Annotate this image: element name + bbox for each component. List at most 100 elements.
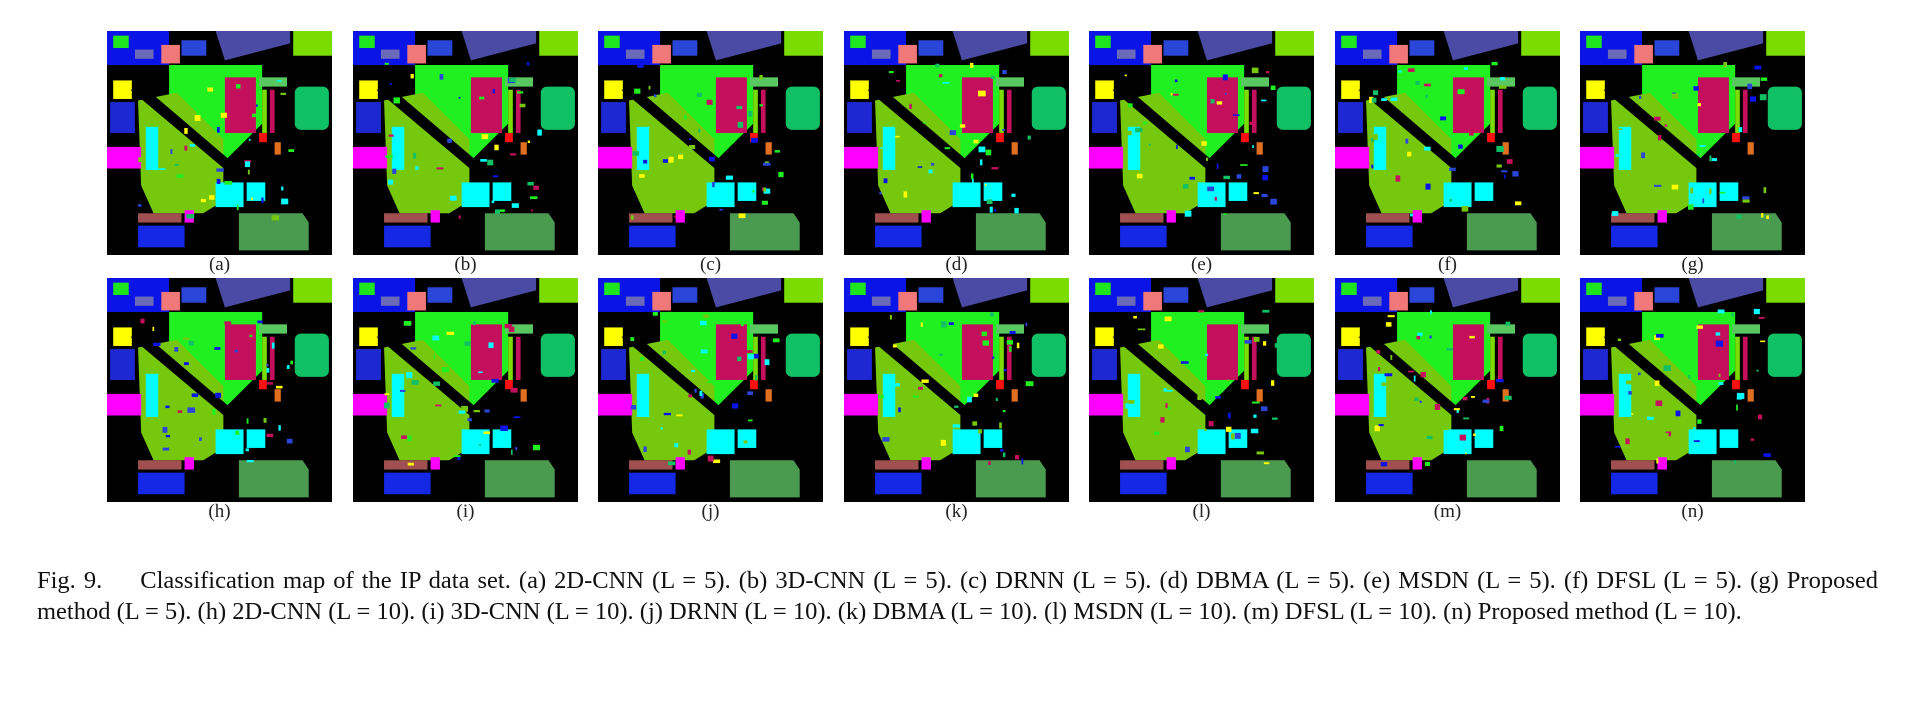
- map-noise: [703, 314, 709, 318]
- map-noise: [1210, 99, 1215, 104]
- map-noise: [1434, 403, 1441, 410]
- map-noise: [1425, 94, 1428, 99]
- map-noise: [281, 198, 289, 205]
- map-noise: [948, 322, 954, 325]
- caption: Fig. 9. Classification map of the IP data…: [37, 566, 1878, 627]
- map-noise: [1693, 427, 1696, 430]
- map-noise: [763, 188, 771, 194]
- map-noise: [1236, 174, 1242, 179]
- map-noise: [413, 152, 417, 159]
- map-noise: [1181, 413, 1185, 418]
- map-noise: [712, 181, 715, 188]
- panel-label: (i): [457, 501, 475, 522]
- map-noise: [1249, 121, 1257, 125]
- map-noise: [978, 429, 982, 434]
- map-noise: [972, 178, 974, 185]
- map-noise: [1407, 370, 1415, 373]
- map-noise: [1223, 213, 1227, 215]
- map-noise: [449, 166, 457, 170]
- map-noise: [510, 387, 518, 393]
- map-noise: [441, 366, 450, 373]
- map-noise: [1174, 79, 1178, 83]
- map-noise: [1703, 187, 1706, 190]
- map-noise: [1251, 67, 1259, 74]
- map-noise: [1385, 322, 1392, 327]
- map-noise: [1763, 453, 1771, 457]
- map-noise: [689, 138, 692, 141]
- map-noise: [991, 75, 995, 79]
- classification-map: [844, 31, 1069, 255]
- map-noise: [411, 380, 419, 385]
- classification-map: [1089, 31, 1314, 255]
- map-noise: [949, 130, 957, 136]
- map-noise: [1197, 310, 1205, 313]
- map-noise: [1718, 373, 1721, 378]
- map-noise: [640, 357, 644, 361]
- map-noise: [1144, 392, 1147, 399]
- map-noise: [491, 378, 499, 383]
- map-noise: [248, 138, 251, 141]
- map-noise: [410, 73, 414, 79]
- map-noise: [941, 321, 947, 328]
- map-noise: [481, 134, 489, 140]
- map-noise: [744, 317, 747, 321]
- panel-label: (a): [209, 254, 230, 275]
- caption-text: Classification map of the IP data set. (…: [37, 567, 1878, 625]
- figure: (a) (b) (c) (d) (e) (f) (g) (h) (i) (j) (k) (l) (m) (…: [0, 0, 1927, 522]
- map-noise: [236, 84, 241, 89]
- map-noise: [1199, 137, 1204, 140]
- map-noise: [755, 375, 757, 381]
- map-noise: [453, 455, 461, 458]
- map-noise: [1002, 409, 1006, 413]
- map-noise: [1641, 152, 1646, 159]
- map-noise: [1699, 145, 1706, 148]
- map-noise: [491, 200, 495, 204]
- map-noise: [737, 356, 742, 362]
- map-base: [1335, 278, 1560, 502]
- map-noise: [1126, 130, 1132, 136]
- map-noise: [389, 82, 392, 85]
- map-noise: [257, 313, 260, 317]
- map-noise: [1271, 417, 1278, 420]
- map-noise: [415, 166, 419, 170]
- map-noise: [989, 206, 993, 213]
- map-noise: [256, 104, 258, 108]
- map-noise: [1423, 83, 1431, 87]
- map-noise: [1135, 127, 1143, 133]
- map-noise: [981, 331, 988, 337]
- map-noise: [458, 215, 461, 219]
- map-noise: [1148, 143, 1151, 146]
- map-noise: [883, 178, 888, 184]
- map-noise: [1377, 366, 1381, 372]
- map-noise: [1676, 108, 1682, 114]
- map-noise: [687, 449, 691, 455]
- map-noise: [1390, 354, 1393, 360]
- map-noise: [986, 199, 993, 205]
- map-noise: [252, 113, 259, 118]
- map-noise: [1654, 380, 1660, 386]
- map-noise: [1136, 173, 1143, 179]
- map-noise: [1446, 347, 1453, 351]
- map-noise: [1664, 433, 1669, 439]
- map-noise: [384, 402, 390, 409]
- map-noise: [1736, 404, 1738, 411]
- map-noise: [1265, 71, 1269, 74]
- map-noise: [488, 342, 494, 348]
- map-noise: [938, 74, 943, 78]
- classification-map: [107, 31, 332, 255]
- map-base: [353, 278, 578, 502]
- map-noise: [271, 215, 280, 221]
- map-noise: [1027, 135, 1031, 140]
- map-noise: [630, 404, 637, 410]
- map-noise: [235, 430, 240, 435]
- map-noise: [1736, 397, 1742, 400]
- map-noise: [1137, 328, 1146, 331]
- map-noise: [759, 75, 763, 80]
- map-noise: [1749, 96, 1757, 102]
- map-noise: [387, 179, 394, 185]
- map-noise: [1750, 438, 1755, 441]
- map-noise: [674, 215, 676, 218]
- map-noise: [1758, 316, 1765, 319]
- map-noise: [975, 124, 982, 127]
- map-noise: [1628, 391, 1632, 395]
